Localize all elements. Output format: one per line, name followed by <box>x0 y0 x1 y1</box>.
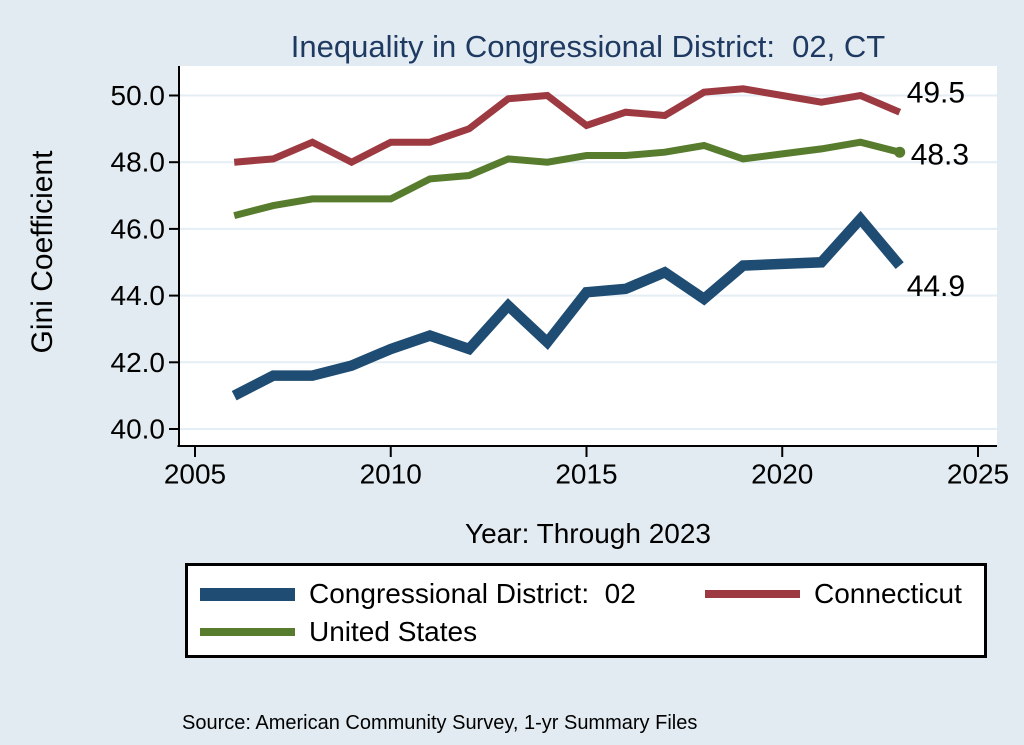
y-tick-label: 44.0 <box>111 280 166 311</box>
footer-credits: Source: American Community Survey, 1-yr … <box>182 670 906 745</box>
series-end-label-congressional-district-02: 44.9 <box>907 270 965 303</box>
legend-swatch-connecticut <box>705 590 800 598</box>
y-tick-label: 50.0 <box>111 80 166 111</box>
legend-row-2: United States <box>200 613 972 651</box>
series-end-marker-united-states <box>894 146 906 158</box>
plot-background <box>179 66 997 446</box>
y-tick-label: 48.0 <box>111 147 166 178</box>
series-line-united-states <box>233 138 901 219</box>
legend-label-district: Congressional District: 02 <box>309 578 636 609</box>
series-line-connecticut <box>233 85 902 167</box>
x-tick-label: 2005 <box>164 459 226 490</box>
y-tick-label: 40.0 <box>111 414 166 445</box>
x-axis-title: Year: Through 2023 <box>465 518 711 549</box>
series-end-label-united-states: 48.3 <box>911 139 969 172</box>
footer-source-line: Source: American Community Survey, 1-yr … <box>182 712 698 734</box>
legend: Congressional District: 02 Connecticut U… <box>185 563 987 658</box>
legend-swatch-district <box>200 587 295 601</box>
y-tick-label: 42.0 <box>111 347 166 378</box>
y-axis-title: Gini Coefficient <box>26 150 59 354</box>
series-end-label-connecticut: 49.5 <box>907 77 965 110</box>
legend-row-1: Congressional District: 02 Connecticut <box>200 575 972 613</box>
x-tick-label: 2015 <box>555 459 617 490</box>
legend-label-connecticut: Connecticut <box>814 578 962 609</box>
legend-label-united-states: United States <box>309 616 478 647</box>
series-line-congressional-district-02 <box>231 210 904 401</box>
x-tick-label: 2025 <box>947 459 1009 490</box>
chart-title: Inequality in Congressional District: 02… <box>290 29 886 64</box>
y-tick-label: 46.0 <box>111 213 166 244</box>
legend-swatch-united-states <box>200 628 295 636</box>
x-tick-label: 2020 <box>751 459 813 490</box>
x-tick-label: 2010 <box>360 459 422 490</box>
